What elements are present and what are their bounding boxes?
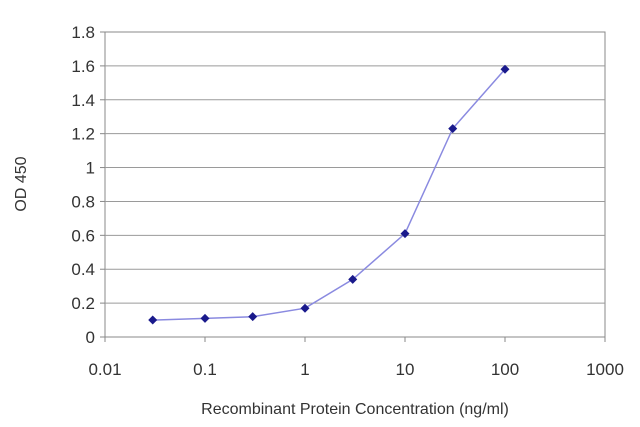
data-point [500, 64, 510, 74]
plot-area [104, 31, 606, 338]
y-tick-label: 0.2 [71, 294, 95, 313]
data-point [300, 303, 310, 313]
y-tick-label: 1.4 [71, 91, 95, 110]
x-tick-label: 10 [396, 360, 415, 379]
y-tick-label: 0 [86, 328, 95, 347]
x-tick-label: 1 [300, 360, 309, 379]
y-tick-label: 0.6 [71, 226, 95, 245]
y-tick-label: 0.4 [71, 260, 95, 279]
x-tick-label: 100 [491, 360, 519, 379]
y-tick-label: 0.8 [71, 192, 95, 211]
data-point [200, 313, 210, 323]
x-tick-label: 0.01 [88, 360, 121, 379]
data-point [448, 124, 458, 134]
y-tick-label: 1.6 [71, 57, 95, 76]
data-point [348, 274, 358, 284]
y-tick-label: 1.8 [71, 23, 95, 42]
y-tick-label: 1.2 [71, 125, 95, 144]
x-tick-label: 1000 [586, 360, 624, 379]
x-axis-title: Recombinant Protein Concentration (ng/ml… [201, 401, 509, 418]
series-line [152, 68, 506, 321]
gridlines [105, 65, 605, 304]
data-point [248, 312, 258, 322]
x-axis-ticks: 0.01 0.1 1 10 100 1000 [88, 337, 624, 379]
y-tick-label: 1 [86, 159, 95, 178]
data-point [400, 229, 410, 239]
y-axis-ticks: 0 0.2 0.4 0.6 0.8 1 1.2 1.4 1.6 1.8 [71, 23, 105, 347]
data-point [148, 315, 158, 325]
y-axis-title: OD 450 [13, 156, 30, 211]
x-tick-label: 0.1 [193, 360, 217, 379]
data-series [148, 64, 510, 325]
